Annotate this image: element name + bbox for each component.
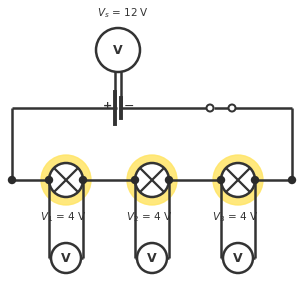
Circle shape [132,176,139,184]
Circle shape [251,176,258,184]
Text: V: V [233,252,243,265]
Circle shape [96,28,140,72]
Circle shape [206,104,213,112]
Circle shape [135,163,169,197]
Circle shape [46,176,53,184]
Text: $V_1$ = 4 V: $V_1$ = 4 V [40,210,86,224]
Text: $V_2$ = 4 V: $V_2$ = 4 V [126,210,172,224]
Circle shape [221,163,255,197]
Circle shape [229,104,236,112]
Text: −: − [124,99,134,112]
Text: $V_s$ = 12 V: $V_s$ = 12 V [97,6,149,20]
Circle shape [51,243,81,273]
Circle shape [217,176,224,184]
Text: +: + [102,101,112,111]
Text: V: V [113,44,123,57]
Circle shape [127,155,177,205]
Circle shape [165,176,172,184]
Circle shape [41,155,91,205]
Circle shape [9,176,16,184]
Circle shape [49,163,83,197]
Text: $V_3$ = 4 V: $V_3$ = 4 V [212,210,258,224]
Circle shape [80,176,87,184]
Circle shape [223,243,253,273]
Text: V: V [147,252,157,265]
Circle shape [137,243,167,273]
Circle shape [288,176,295,184]
Text: V: V [61,252,71,265]
Circle shape [213,155,263,205]
